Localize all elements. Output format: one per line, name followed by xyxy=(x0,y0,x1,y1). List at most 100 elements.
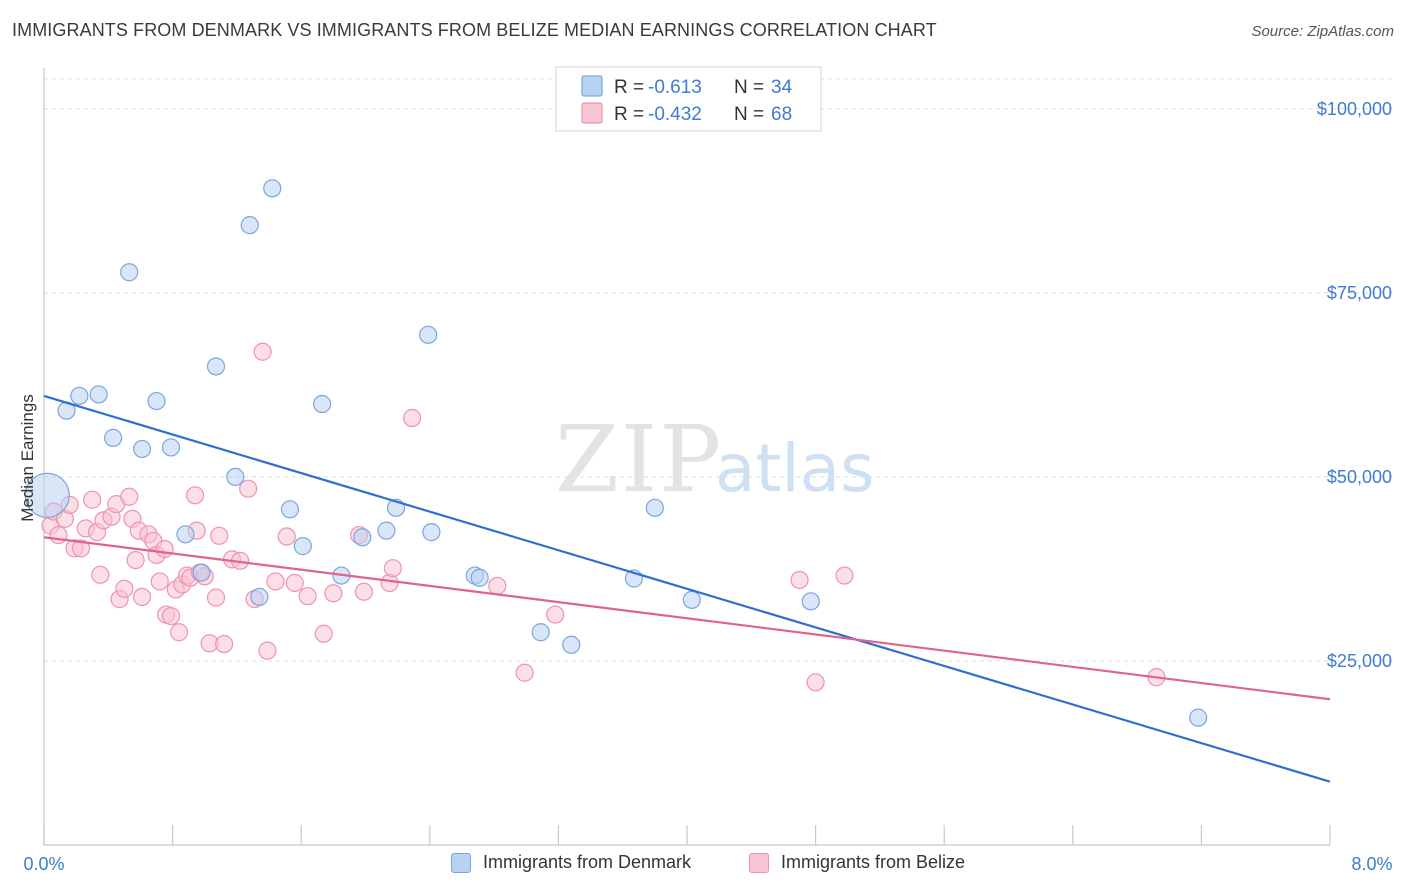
belize-point xyxy=(266,572,285,591)
belize-point xyxy=(298,587,317,606)
belize-point xyxy=(155,539,174,559)
denmark-point xyxy=(422,523,441,542)
belize-swatch xyxy=(749,852,769,873)
legend-label-belize: Immigrants from Belize xyxy=(781,852,966,872)
belize-point xyxy=(515,663,534,682)
belize-point xyxy=(126,550,145,570)
denmark-point xyxy=(562,635,581,654)
y-tick-label: $50,000 xyxy=(1327,467,1392,487)
denmark-point xyxy=(293,537,312,556)
legend-n-label: N = xyxy=(734,104,764,125)
belize-trend-line xyxy=(43,536,1331,701)
legend-label-denmark: Immigrants from Denmark xyxy=(483,852,692,872)
denmark-point xyxy=(419,325,438,344)
denmark-point xyxy=(89,385,108,404)
belize-point xyxy=(806,673,825,692)
belize-point xyxy=(169,623,189,642)
denmark-point xyxy=(192,563,211,582)
source-label: Source: ZipAtlas.com xyxy=(1251,23,1394,40)
belize-point xyxy=(49,525,68,545)
belize-point xyxy=(71,539,91,558)
denmark-point xyxy=(531,623,550,642)
belize-point xyxy=(115,579,134,598)
belize-point xyxy=(324,584,343,603)
belize-point xyxy=(132,587,152,607)
belize-point xyxy=(790,570,809,590)
belize-point xyxy=(161,606,181,626)
denmark-trend-line xyxy=(43,394,1331,783)
denmark-point xyxy=(132,439,152,459)
belize-point xyxy=(285,573,304,593)
belize-point xyxy=(277,527,296,546)
legend-n-value: 34 xyxy=(771,77,793,98)
y-tick-label: $75,000 xyxy=(1327,283,1392,303)
belize-point xyxy=(546,605,565,624)
denmark-point xyxy=(70,386,89,406)
belize-point xyxy=(210,526,229,545)
belize-point xyxy=(314,624,333,643)
chart-title: IMMIGRANTS FROM DENMARK VS IMMIGRANTS FR… xyxy=(12,20,937,40)
denmark-point xyxy=(312,394,332,414)
legend-n-label: N = xyxy=(734,77,764,98)
denmark-point xyxy=(645,498,664,517)
y-axis-label: Median Earnings xyxy=(18,394,37,522)
denmark-point xyxy=(226,467,245,487)
belize-point xyxy=(488,576,507,595)
x-tick-label-max: 8.0% xyxy=(1351,854,1392,874)
y-tick-label: $25,000 xyxy=(1327,651,1392,671)
denmark-point xyxy=(280,500,300,519)
legend-n-value: 68 xyxy=(771,104,792,125)
tick-labels: $25,000 $50,000 $75,000 $100,000 0.0% 8.0% Med… xyxy=(18,99,1393,874)
bottom-legend: Immigrants from Denmark Immigrants from … xyxy=(0,852,1406,878)
denmark-points xyxy=(24,179,1208,727)
belize-point xyxy=(150,572,169,591)
trend-lines xyxy=(43,394,1331,783)
legend: R = -0.613 N = 34 R = -0.432 N = 68 xyxy=(555,66,822,132)
denmark-point xyxy=(377,521,396,540)
denmark-point xyxy=(240,216,259,235)
belize-point xyxy=(403,408,422,428)
denmark-point xyxy=(161,438,181,457)
legend-r-value: -0.432 xyxy=(648,104,702,125)
legend-r-label: R = xyxy=(614,77,644,98)
legend-r-value: -0.613 xyxy=(648,77,702,98)
grid-lines xyxy=(44,78,1392,662)
belize-point xyxy=(258,641,277,660)
axes xyxy=(43,68,1331,846)
legend-r-label: R = xyxy=(614,104,644,125)
belize-point xyxy=(83,490,102,509)
watermark-zip: ZIP xyxy=(555,406,723,513)
legend-swatch xyxy=(581,75,603,97)
y-tick-label: $100,000 xyxy=(1317,99,1392,119)
denmark-point xyxy=(147,391,166,411)
belize-point xyxy=(253,342,272,361)
denmark-point xyxy=(353,528,372,547)
denmark-point xyxy=(801,592,820,611)
belize-point xyxy=(186,486,205,505)
belize-point xyxy=(835,566,854,585)
denmark-point xyxy=(1189,708,1208,727)
belize-point xyxy=(120,487,139,506)
belize-point xyxy=(354,582,373,601)
denmark-point xyxy=(176,525,195,544)
legend-item-belize: Immigrants from Belize xyxy=(749,852,965,873)
denmark-point xyxy=(120,263,139,282)
denmark-point xyxy=(206,357,226,376)
denmark-swatch xyxy=(451,852,471,873)
belize-point xyxy=(380,573,399,593)
belize-point xyxy=(214,634,234,654)
watermark-atlas: atlas xyxy=(715,430,875,507)
denmark-point xyxy=(470,568,489,587)
legend-item-denmark: Immigrants from Denmark xyxy=(451,852,691,873)
belize-point xyxy=(383,559,402,578)
belize-point xyxy=(239,479,258,498)
denmark-point xyxy=(24,472,70,518)
x-tick-label-min: 0.0% xyxy=(23,854,64,874)
belize-points xyxy=(41,342,1166,692)
denmark-point xyxy=(104,428,123,447)
belize-point xyxy=(91,565,110,584)
denmark-point xyxy=(682,590,701,609)
belize-point xyxy=(206,588,226,607)
